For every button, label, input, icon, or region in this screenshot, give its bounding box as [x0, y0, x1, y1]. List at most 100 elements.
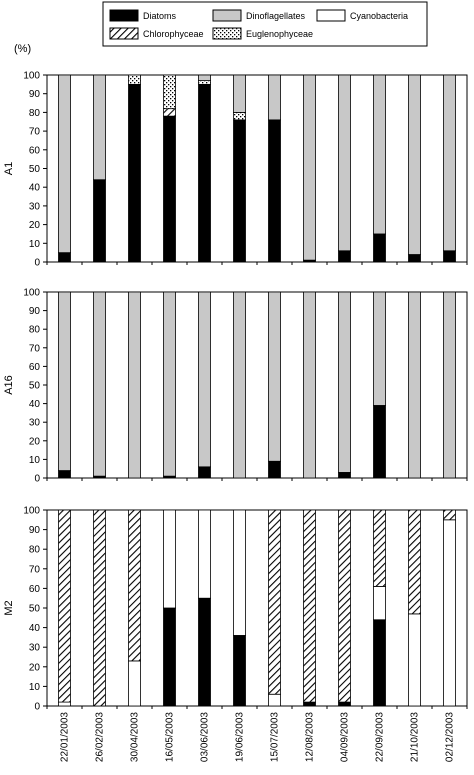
y-tick-label: 40 [29, 623, 41, 634]
y-tick-label: 50 [29, 164, 41, 175]
plot-frame-a16 [46, 291, 468, 479]
bar-segment-a16-diatoms-03-06-2003 [198, 466, 211, 479]
bar-segment-m2-diatoms-04-09-2003 [338, 701, 351, 707]
x-tick-label: 26/02/2003 [95, 712, 106, 762]
bar-segment-a16-dinoflagellates-30-04-2003 [128, 291, 141, 479]
bar-segment-a16-diatoms-04-09-2003 [338, 472, 351, 479]
bar-segment-m2-chlorophyceae-15-07-2003 [268, 509, 281, 695]
legend: Diatoms Dinoflagellates Cyanobacteria Chlor… [102, 1, 428, 47]
y-tick-label: 100 [23, 506, 40, 517]
x-tick-label: 04/09/2003 [340, 712, 351, 762]
bar-segment-a1-diatoms-30-04-2003 [128, 83, 141, 263]
y-tick-label: 80 [29, 545, 41, 556]
y-tick-label: 10 [29, 239, 41, 250]
y-tick-label: 60 [29, 362, 41, 373]
bar-segment-a1-dinoflagellates-21-10-2003 [408, 74, 421, 255]
bar-segment-m2-diatoms-19-06-2003 [233, 635, 246, 707]
y-tick-label: 100 [23, 288, 40, 299]
bar-segment-a16-diatoms-22-01-2003 [58, 470, 71, 479]
y-tick-label: 40 [29, 183, 41, 194]
bar-segment-m2-cyanobacteria-16-05-2003 [163, 509, 176, 609]
bar-segment-a1-dinoflagellates-04-09-2003 [338, 74, 351, 252]
bar-segment-m2-chlorophyceae-22-01-2003 [58, 509, 71, 703]
panel-a16: 0 10 20 30 40 50 60 70 80 90 100 A16 [3, 288, 468, 485]
y-tick-label: 0 [34, 702, 40, 713]
y-tick-label: 10 [29, 455, 41, 466]
bar-segment-a16-diatoms-22-09-2003 [373, 405, 386, 479]
legend-label-euglenophyceae: Euglenophyceae [246, 29, 313, 39]
bar-segment-m2-cyanobacteria-22-01-2003 [58, 701, 71, 707]
y-tick-label: 80 [29, 325, 41, 336]
bar-segment-a16-dinoflagellates-19-06-2003 [233, 291, 246, 479]
bar-segment-a1-diatoms-04-09-2003 [338, 250, 351, 263]
legend-swatch-diatoms [109, 9, 139, 22]
y-tick-label: 60 [29, 145, 41, 156]
bar-segment-a1-dinoflagellates-12-08-2003 [303, 74, 316, 261]
legend-label-chlorophyceae: Chlorophyceae [143, 29, 204, 39]
bar-segment-m2-chlorophyceae-12-08-2003 [303, 509, 316, 703]
bar-segment-m2-cyanobacteria-30-04-2003 [128, 660, 141, 707]
plot-frame-a1 [46, 74, 468, 263]
bar-segment-a1-diatoms-15-07-2003 [268, 119, 281, 263]
bar-segment-a16-dinoflagellates-15-07-2003 [268, 291, 281, 462]
y-tick-label: 20 [29, 662, 41, 673]
bar-segment-m2-chlorophyceae-22-09-2003 [373, 509, 386, 587]
bar-segment-m2-chlorophyceae-02-12-2003 [443, 509, 456, 521]
x-tick-label: 03/06/2003 [200, 712, 211, 762]
bar-segment-m2-chlorophyceae-21-10-2003 [408, 509, 421, 615]
y-tick-label: 0 [34, 258, 40, 269]
y-axis-label-m2: M2 [3, 600, 15, 615]
bar-segment-a1-dinoflagellates-19-06-2003 [233, 74, 246, 113]
x-tick-label: 21/10/2003 [410, 712, 421, 762]
y-axis-label-a16: A16 [3, 375, 15, 395]
bar-segment-m2-chlorophyceae-30-04-2003 [128, 509, 141, 662]
x-tick-label: 22/09/2003 [375, 712, 386, 762]
y-tick-label: 90 [29, 89, 41, 100]
y-tick-label: 30 [29, 643, 41, 654]
bar-segment-a16-dinoflagellates-02-12-2003 [443, 291, 456, 479]
y-tick-label: 50 [29, 604, 41, 615]
bar-segment-a16-dinoflagellates-22-01-2003 [58, 291, 71, 471]
bar-segment-m2-chlorophyceae-26-02-2003 [93, 509, 106, 707]
bar-segment-a1-dinoflagellates-15-07-2003 [268, 74, 281, 121]
bar-segment-a1-dinoflagellates-22-01-2003 [58, 74, 71, 254]
y-tick-label: 70 [29, 343, 41, 354]
bar-segment-a1-dinoflagellates-03-06-2003 [198, 74, 211, 82]
bar-segment-a16-dinoflagellates-26-02-2003 [93, 291, 106, 477]
x-tick-label: 15/07/2003 [270, 712, 281, 762]
bar-segment-a16-dinoflagellates-21-10-2003 [408, 291, 421, 479]
y-axis-label-a1: A1 [3, 162, 15, 175]
bar-segment-a1-euglenophyceae-30-04-2003 [128, 74, 141, 85]
bar-segment-a1-euglenophyceae-16-05-2003 [163, 74, 176, 110]
x-tick-label: 22/01/2003 [60, 712, 71, 762]
x-tick-label: 30/04/2003 [130, 712, 141, 762]
bar-segment-m2-diatoms-16-05-2003 [163, 607, 176, 707]
bar-segment-a1-dinoflagellates-02-12-2003 [443, 74, 456, 252]
bar-segment-a16-dinoflagellates-12-08-2003 [303, 291, 316, 479]
y-tick-label: 30 [29, 418, 41, 429]
y-tick-label: 70 [29, 127, 41, 138]
plot-frame-m2 [46, 509, 468, 707]
x-tick-label: 02/12/2003 [445, 712, 456, 762]
legend-frame [102, 1, 428, 47]
bar-segment-a1-diatoms-26-02-2003 [93, 179, 106, 263]
bar-segment-m2-cyanobacteria-22-09-2003 [373, 586, 386, 621]
y-tick-label: 90 [29, 525, 41, 536]
x-tick-label: 16/05/2003 [165, 712, 176, 762]
legend-swatch-euglenophyceae [212, 27, 242, 40]
bar-segment-a1-diatoms-22-09-2003 [373, 233, 386, 263]
bar-segment-m2-diatoms-22-09-2003 [373, 619, 386, 707]
panel-m2: 0 10 20 30 40 50 60 70 80 90 100 M2 [3, 506, 468, 713]
y-tick-label: 70 [29, 564, 41, 575]
bar-segment-a16-diatoms-15-07-2003 [268, 460, 281, 479]
y-tick-label: 60 [29, 584, 41, 595]
bar-segment-m2-diatoms-03-06-2003 [198, 597, 211, 707]
bar-segment-a1-euglenophyceae-03-06-2003 [198, 80, 211, 85]
y-tick-label: 80 [29, 108, 41, 119]
bar-segment-m2-diatoms-12-08-2003 [303, 701, 316, 707]
panel-a1: 0 10 20 30 40 50 60 70 80 90 100 A1 [3, 71, 468, 269]
bar-segment-a1-diatoms-02-12-2003 [443, 250, 456, 263]
bar-segment-m2-cyanobacteria-02-12-2003 [443, 519, 456, 707]
bar-segment-a1-diatoms-03-06-2003 [198, 83, 211, 263]
legend-label-dinoflagellates: Dinoflagellates [246, 11, 306, 21]
